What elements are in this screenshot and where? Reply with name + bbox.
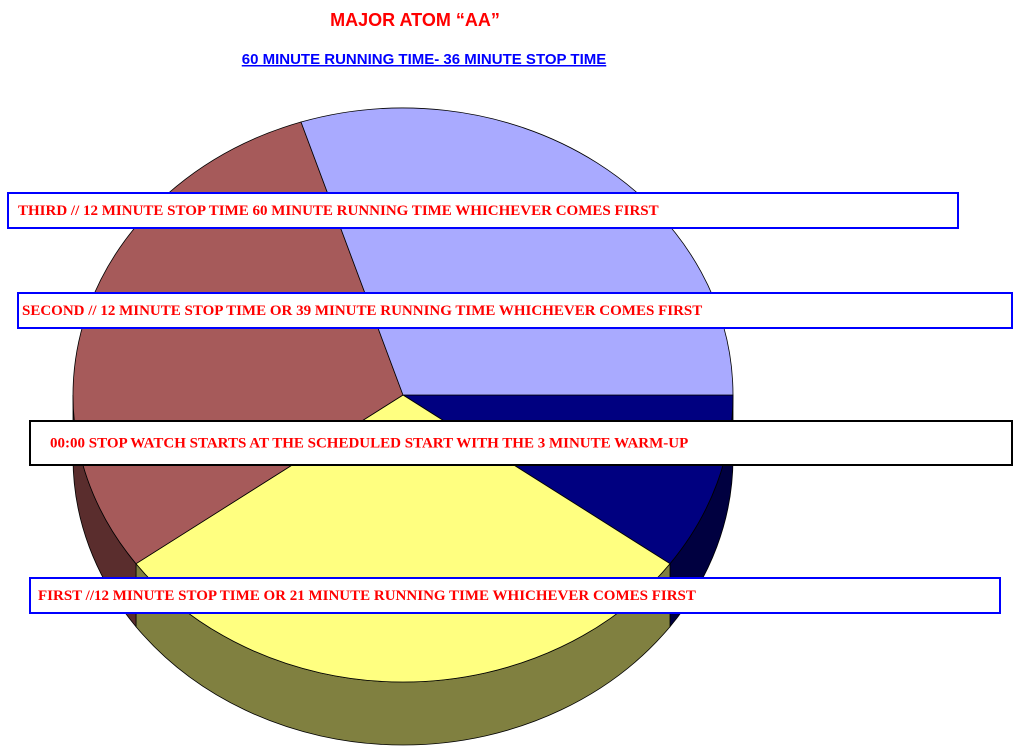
annotation-text: SECOND // 12 MINUTE STOP TIME OR 39 MINU… [22,303,702,319]
annotation-box [7,192,959,229]
annotation-text: FIRST //12 MINUTE STOP TIME OR 21 MINUTE… [38,588,696,604]
annotation-text: THIRD // 12 MINUTE STOP TIME 60 MINUTE R… [18,203,659,219]
annotation-text: 00:00 STOP WATCH STARTS AT THE SCHEDULED… [50,435,688,451]
annotations: THIRD // 12 MINUTE STOP TIME 60 MINUTE R… [7,192,1013,614]
chart-subtitle: 60 MINUTE RUNNING TIME- 36 MINUTE STOP T… [242,51,606,68]
annotation-box [17,292,1013,329]
annotation-box [29,420,1013,466]
annotation-box [29,577,1001,614]
chart-title: MAJOR ATOM “AA” [330,10,500,30]
